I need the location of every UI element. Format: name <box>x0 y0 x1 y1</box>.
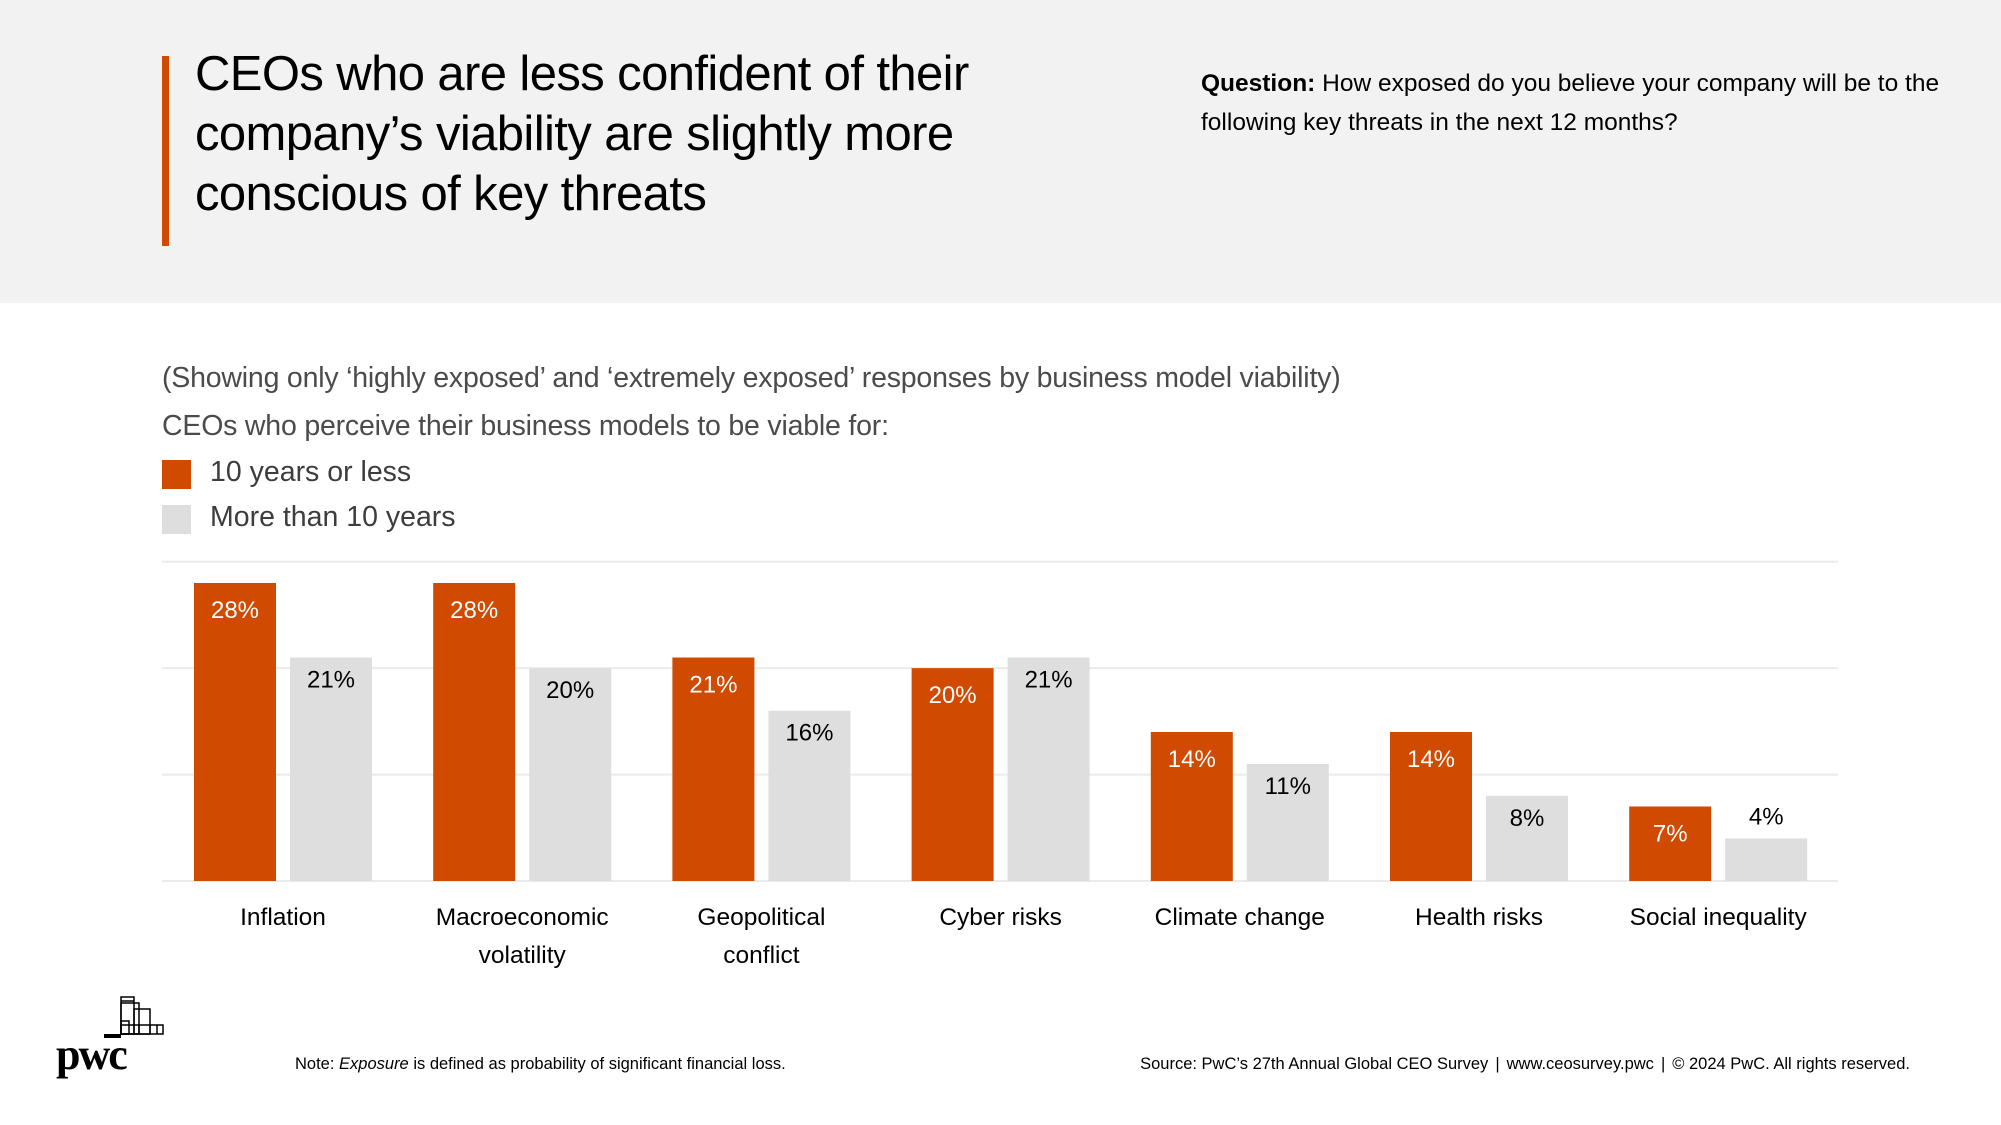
separator: | <box>1495 1055 1500 1073</box>
category-label: Inflation <box>240 904 326 931</box>
legend-label: 10 years or less <box>210 456 412 488</box>
page-title: CEOs who are less confident of their com… <box>195 47 969 221</box>
value-label: 11% <box>1265 773 1311 800</box>
survey-question: Question: How exposed do you believe you… <box>1201 64 1961 142</box>
source-text: Source: PwC’s 27th Annual Global CEO Sur… <box>1140 1055 1489 1073</box>
pwc-logo-text: pwc <box>56 1030 128 1079</box>
bar-ten-years-or-less <box>1629 806 1712 881</box>
value-label: 21% <box>689 672 737 699</box>
separator: | <box>1660 1055 1666 1073</box>
bar-ten-years-or-less <box>194 583 276 881</box>
value-label: 21% <box>1025 667 1073 694</box>
pwc-logo-mark-icon <box>104 996 164 1038</box>
category-label: Social inequality <box>1630 904 1808 931</box>
note-suffix: is defined as probability of significant… <box>408 1055 786 1073</box>
bar-more-than-ten-years <box>529 668 612 881</box>
bar-ten-years-or-less <box>1390 732 1472 881</box>
value-label: 16% <box>785 720 833 747</box>
value-label: 28% <box>450 597 498 624</box>
labels: 28% 21% Inflation 28% 20% Macroeconomic volati… <box>211 597 1807 969</box>
category-label: volatility <box>479 942 567 969</box>
value-label: 20% <box>929 682 977 709</box>
bar-ten-years-or-less <box>911 668 994 881</box>
bar-more-than-ten-years <box>768 710 851 881</box>
bar-more-than-ten-years <box>290 657 372 881</box>
footnote: Note: Exposure is defined as probability… <box>295 1055 786 1074</box>
value-label: 21% <box>307 667 355 694</box>
header-band <box>0 0 2001 303</box>
copyright: © 2024 PwC. All rights reserved. <box>1672 1055 1910 1073</box>
pwc-logo: pwc <box>56 995 176 1085</box>
legend-title: CEOs who perceive their business models … <box>162 410 889 442</box>
bar-more-than-ten-years <box>1007 657 1090 881</box>
category-label: conflict <box>723 942 799 969</box>
legend-label: More than 10 years <box>210 501 456 533</box>
category-label: Geopolitical <box>697 904 825 931</box>
value-label: 7% <box>1653 821 1688 848</box>
value-label: 14% <box>1407 746 1455 773</box>
bar-ten-years-or-less <box>1150 732 1233 881</box>
value-label: 20% <box>546 677 594 704</box>
category-label: Macroeconomic <box>436 904 609 931</box>
chart-note: (Showing only ‘highly exposed’ and ‘extr… <box>162 362 1341 394</box>
value-label: 8% <box>1510 805 1545 832</box>
bar-more-than-ten-years <box>1486 795 1568 881</box>
legend-swatch-orange <box>162 460 191 489</box>
category-label: Climate change <box>1155 904 1325 931</box>
survey-url: www.ceosurvey.pwc <box>1506 1055 1654 1073</box>
question-label: Question: <box>1201 70 1316 97</box>
gridlines <box>162 560 1838 882</box>
bar-more-than-ten-years <box>1246 763 1329 881</box>
bar-ten-years-or-less <box>672 657 755 881</box>
note-italic: Exposure <box>339 1055 409 1073</box>
category-label: Health risks <box>1415 904 1543 931</box>
value-label: 4% <box>1749 803 1784 830</box>
title-accent-bar <box>162 56 169 246</box>
bars <box>194 583 1808 881</box>
source-line: Source: PwC’s 27th Annual Global CEO Sur… <box>1140 1055 1910 1074</box>
value-label: 14% <box>1168 746 1216 773</box>
bar-more-than-ten-years <box>1725 838 1808 881</box>
bar-ten-years-or-less <box>433 583 516 881</box>
value-label: 28% <box>211 597 259 624</box>
note-prefix: Note: <box>295 1055 340 1073</box>
question-text: How exposed do you believe your company … <box>1201 70 1940 136</box>
category-label: Cyber risks <box>939 904 1062 931</box>
legend-swatch-gray <box>162 505 191 534</box>
